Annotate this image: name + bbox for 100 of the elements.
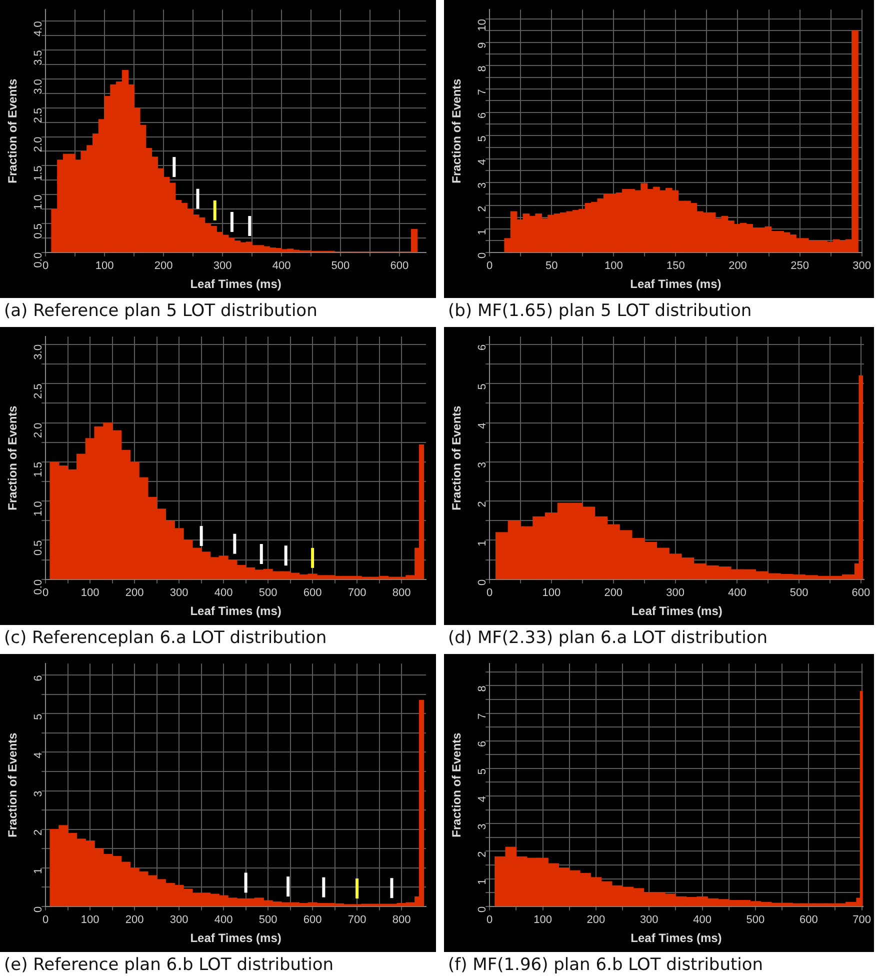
y-tick-label: 1.5 xyxy=(32,462,45,478)
x-tick-label: 500 xyxy=(790,587,808,600)
x-tick-label: 700 xyxy=(852,914,871,926)
x-tick-label: 600 xyxy=(852,587,870,600)
text: (e) Reference plan 6.b LOT distribution xyxy=(3,954,335,977)
y-tick-label: 6 xyxy=(476,112,489,118)
x-axis-title: Leaf Times (ms) xyxy=(190,604,282,618)
y-axis-title: Fraction of Events xyxy=(6,732,20,838)
y-tick-label: 5 xyxy=(476,136,489,142)
y-tick-label: 2.0 xyxy=(32,136,45,152)
text: (a) Reference plan 5 LOT distribution xyxy=(3,300,318,323)
y-tick-label: 6 xyxy=(32,675,45,682)
x-tick-label: 150 xyxy=(666,260,685,272)
x-tick-label: 100 xyxy=(604,260,623,272)
y-tick-label: 7 xyxy=(476,713,489,720)
x-tick-label: 300 xyxy=(640,914,658,926)
y-tick-label: 2 xyxy=(476,851,489,858)
y-tick-label: 0 xyxy=(476,252,489,259)
y-tick-label: 1 xyxy=(476,878,489,885)
y-axis-title: Fraction of Events xyxy=(6,78,20,184)
y-tick-label: 4.0 xyxy=(32,21,45,36)
y-tick-label: 1.0 xyxy=(32,194,45,210)
y-tick-label: 0 xyxy=(476,906,489,913)
y-tick-label: 0 xyxy=(32,906,45,913)
y-tick-label: 4 xyxy=(476,796,489,802)
x-tick-label: 400 xyxy=(272,260,291,272)
x-tick-label: 250 xyxy=(790,260,809,272)
text: (f) MF(1.96) plan 6.b LOT distribution xyxy=(447,954,764,977)
y-axis-title: Fraction of Events xyxy=(450,405,464,510)
y-tick-label: 2.5 xyxy=(32,108,45,124)
y-axis-title: Fraction of Events xyxy=(450,78,464,184)
y-tick-label: 2.0 xyxy=(32,422,45,438)
text: (d) MF(2.33) plan 6.a LOT distribution xyxy=(447,627,768,650)
x-tick-label: 500 xyxy=(746,914,765,926)
x-tick-label: 100 xyxy=(542,587,561,600)
x-tick-label: 200 xyxy=(154,260,173,272)
x-tick-label: 400 xyxy=(214,587,233,600)
x-tick-label: 600 xyxy=(390,260,409,272)
y-tick-label: 7 xyxy=(476,88,489,96)
y-tick-label: 0.5 xyxy=(32,540,45,556)
y-axis-title: Fraction of Events xyxy=(6,405,20,510)
y-tick-label: 1.0 xyxy=(32,501,45,516)
x-tick-label: 100 xyxy=(534,914,552,926)
x-tick-label: 800 xyxy=(392,914,411,926)
y-tick-label: 5 xyxy=(476,384,489,390)
x-tick-label: 100 xyxy=(95,260,114,272)
x-tick-label: 300 xyxy=(666,587,684,600)
y-tick-label: 5 xyxy=(32,714,45,720)
x-tick-label: 50 xyxy=(546,260,558,272)
y-tick-label: 9 xyxy=(476,42,489,48)
y-tick-label: 2 xyxy=(32,829,45,836)
y-tick-label: 0.5 xyxy=(32,223,45,239)
x-tick-label: 200 xyxy=(728,260,747,272)
x-tick-label: 100 xyxy=(80,587,100,600)
y-tick-label: 10 xyxy=(476,18,489,32)
x-tick-label: 100 xyxy=(80,914,100,926)
x-tick-label: 200 xyxy=(586,914,606,926)
y-tick-label: 8 xyxy=(476,686,489,692)
x-axis-title: Leaf Times (ms) xyxy=(630,277,722,292)
y-tick-label: 3.0 xyxy=(32,78,45,94)
y-tick-label: 4 xyxy=(476,422,489,429)
y-axis-title: Fraction of Events xyxy=(450,732,464,838)
y-tick-label: 6 xyxy=(476,740,489,747)
x-tick-label: 800 xyxy=(392,587,411,600)
x-tick-label: 200 xyxy=(125,587,144,600)
y-tick-label: 6 xyxy=(476,344,489,351)
text: (b) MF(1.65) plan 5 LOT distribution xyxy=(447,300,753,323)
y-tick-label: 2.5 xyxy=(32,384,45,399)
y-tick-label: 1 xyxy=(476,229,489,236)
x-tick-label: 600 xyxy=(799,914,818,926)
y-tick-label: 3 xyxy=(476,462,489,468)
x-tick-label: 400 xyxy=(728,587,746,600)
y-tick-label: 2 xyxy=(476,206,489,212)
y-tick-label: 0 xyxy=(476,579,489,586)
x-tick-label: 300 xyxy=(170,587,188,600)
x-tick-label: 400 xyxy=(214,914,233,926)
x-axis-title: Leaf Times (ms) xyxy=(190,277,282,292)
x-tick-label: 700 xyxy=(348,587,366,600)
x-tick-label: 200 xyxy=(125,914,144,926)
y-tick-label: 3.5 xyxy=(32,50,45,66)
x-tick-label: 600 xyxy=(303,587,322,600)
x-tick-label: 300 xyxy=(170,914,188,926)
y-tick-label: 3.0 xyxy=(32,344,45,360)
x-tick-label: 600 xyxy=(303,914,322,926)
y-tick-label: 4 xyxy=(32,752,45,758)
y-tick-label: 3 xyxy=(476,824,489,830)
x-axis-title: Leaf Times (ms) xyxy=(190,931,282,946)
y-tick-label: 3 xyxy=(32,790,45,797)
x-axis-title: Leaf Times (ms) xyxy=(631,604,722,618)
text: (c) Referenceplan 6.a LOT distribution xyxy=(3,627,328,650)
x-tick-label: 700 xyxy=(348,914,366,926)
x-tick-label: 400 xyxy=(693,914,712,926)
x-tick-label: 200 xyxy=(604,587,623,600)
x-tick-label: 300 xyxy=(213,260,232,272)
y-tick-label: 1 xyxy=(32,868,45,874)
y-tick-label: 4 xyxy=(476,159,489,166)
y-tick-label: 1.5 xyxy=(32,166,45,181)
x-tick-label: 500 xyxy=(258,587,278,600)
y-tick-label: 1 xyxy=(476,540,489,546)
y-tick-label: 8 xyxy=(476,66,489,72)
